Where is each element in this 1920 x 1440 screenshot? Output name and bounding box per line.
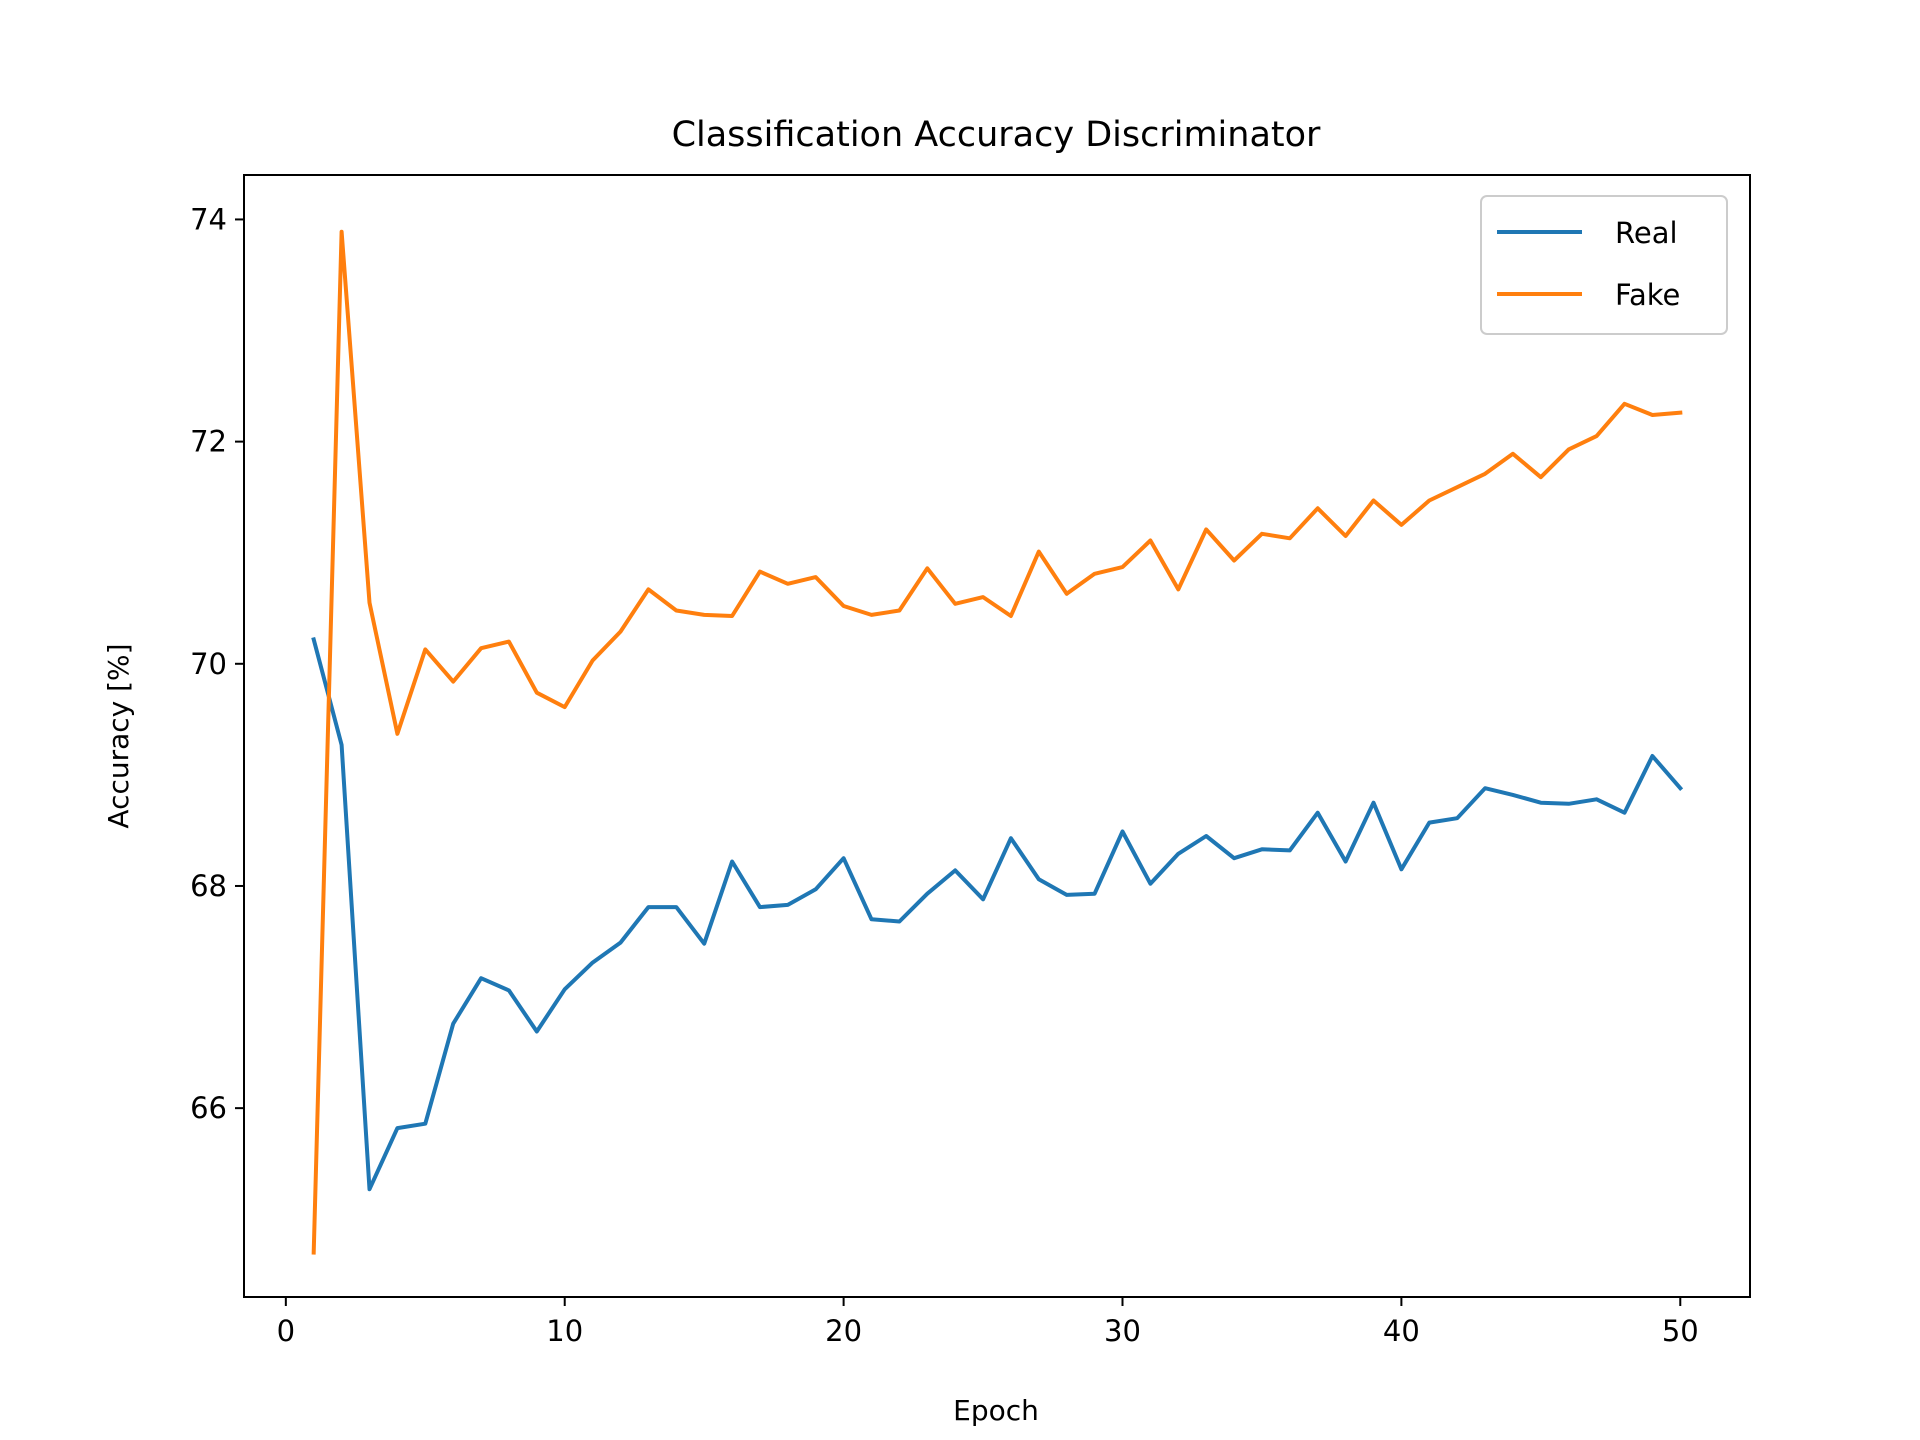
y-tick-label: 68 <box>190 869 227 903</box>
legend-label-real: Real <box>1615 216 1678 250</box>
series-layer <box>311 229 1684 1255</box>
x-axis-label: Epoch <box>953 1394 1039 1427</box>
x-axis: 0 10 20 30 40 50 <box>277 1297 1699 1348</box>
legend-frame <box>1480 195 1728 335</box>
series-line-fake <box>311 229 1683 1255</box>
x-tick-label: 20 <box>825 1314 862 1348</box>
y-tick-label: 72 <box>190 425 227 459</box>
x-tick-label: 30 <box>1104 1314 1141 1348</box>
series-line-real <box>311 636 1684 1192</box>
y-axis: 66 68 70 72 74 <box>190 202 244 1125</box>
plot-area-frame <box>243 174 1751 1298</box>
x-tick-label: 50 <box>1662 1314 1699 1348</box>
y-axis-label: Accuracy [%] <box>102 643 135 828</box>
legend: Real Fake <box>1480 195 1728 335</box>
legend-label-fake: Fake <box>1615 278 1680 312</box>
x-tick-label: 40 <box>1383 1314 1420 1348</box>
y-tick-label: 70 <box>190 647 227 681</box>
chart-title: Classification Accuracy Discriminator <box>672 115 1321 155</box>
y-tick-label: 74 <box>190 202 227 236</box>
x-tick-label: 10 <box>546 1314 583 1348</box>
y-tick-label: 66 <box>190 1091 227 1125</box>
x-tick-label: 0 <box>277 1314 295 1348</box>
